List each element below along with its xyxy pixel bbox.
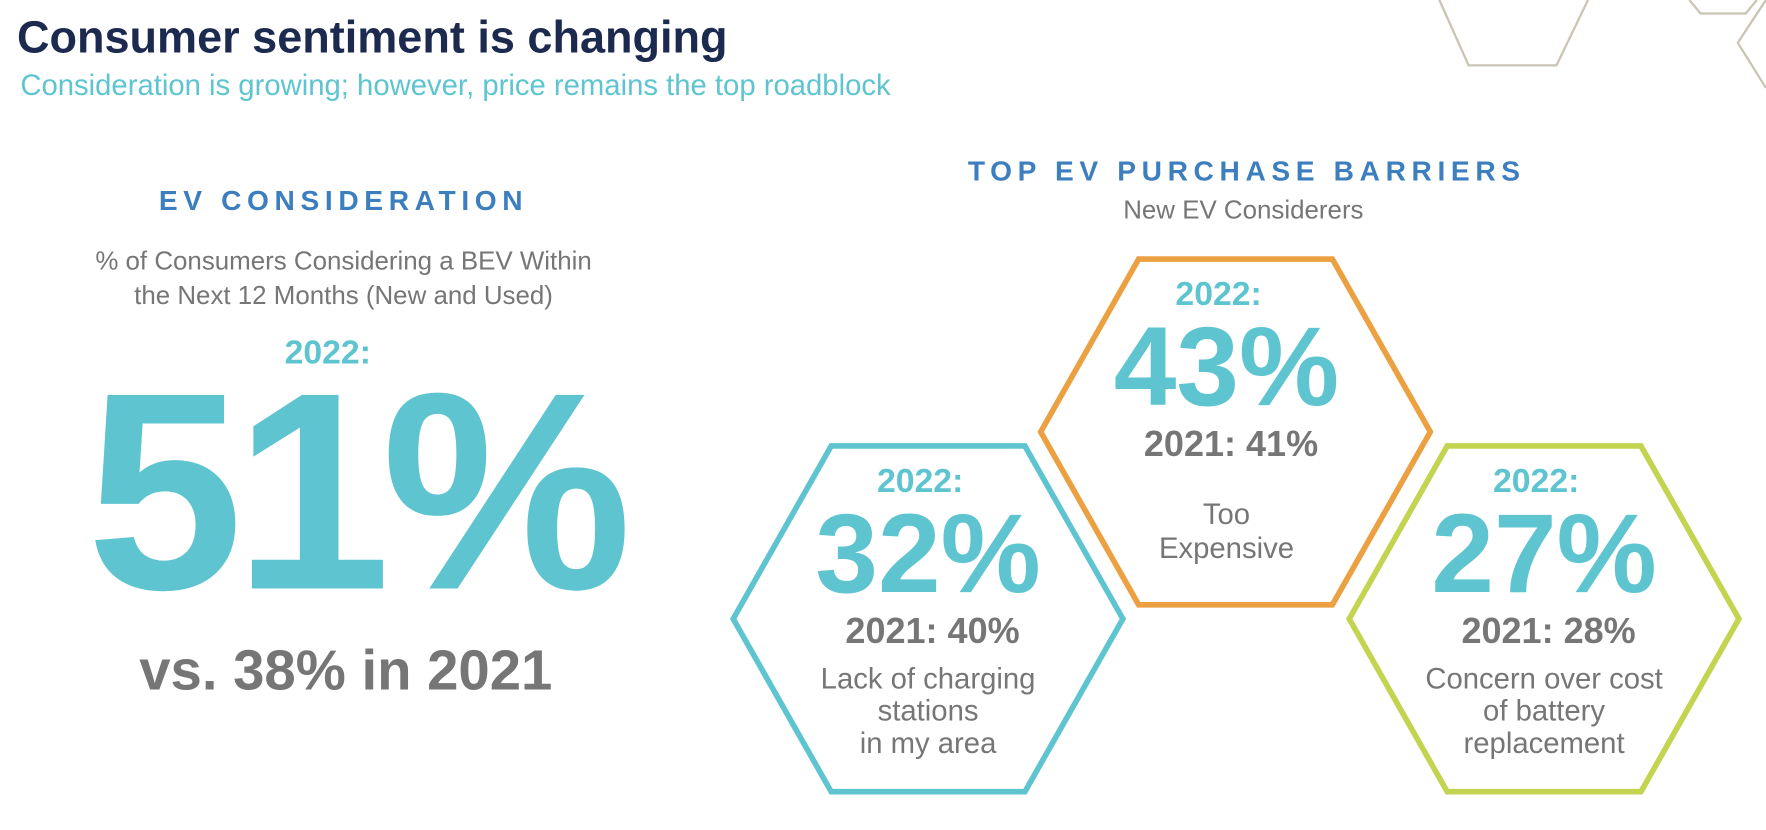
barrier-label: Too xyxy=(1203,498,1250,531)
hexagon xyxy=(1037,256,1434,608)
decor-hexagon xyxy=(1438,0,1590,67)
big-value: 51% xyxy=(87,334,628,649)
value: 32% xyxy=(815,490,1040,616)
previous-value: 2021: 28% xyxy=(1461,610,1635,651)
year-label: 2022: xyxy=(1493,462,1579,500)
hexagon xyxy=(729,443,1127,795)
decor-hexagons xyxy=(1438,0,1766,89)
year-label: 2022: xyxy=(1175,275,1261,313)
year-label: 2022: xyxy=(877,462,963,500)
barrier-label: in my area xyxy=(860,727,997,760)
description: % of Consumers Considering a BEV Within xyxy=(95,247,591,275)
subheading: New EV Considerers xyxy=(1123,197,1363,225)
barrier-label: Concern over cost xyxy=(1425,663,1662,696)
subtitle: Consideration is growing; however, price… xyxy=(20,69,891,102)
barrier-label: of battery xyxy=(1483,695,1605,728)
barrier-label: Lack of charging xyxy=(821,663,1036,696)
value: 43% xyxy=(1114,303,1339,429)
section-heading: EV CONSIDERATION xyxy=(159,185,528,216)
barrier-label: replacement xyxy=(1464,727,1625,760)
hexagon xyxy=(1346,443,1743,795)
title: Consumer sentiment is changing xyxy=(17,12,728,63)
comparison: vs. 38% in 2021 xyxy=(139,639,552,702)
value: 27% xyxy=(1431,490,1656,616)
barrier-label: stations xyxy=(878,695,979,728)
decor-hexagon xyxy=(1688,0,1758,15)
previous-value: 2021: 41% xyxy=(1144,423,1318,464)
barrier-label: Expensive xyxy=(1159,532,1294,565)
previous-value: 2021: 40% xyxy=(845,610,1019,651)
description: the Next 12 Months (New and Used) xyxy=(134,282,553,310)
year-label: 2022: xyxy=(285,333,371,371)
section-heading: TOP EV PURCHASE BARRIERS xyxy=(968,156,1526,187)
decor-hexagon xyxy=(1736,0,1766,89)
